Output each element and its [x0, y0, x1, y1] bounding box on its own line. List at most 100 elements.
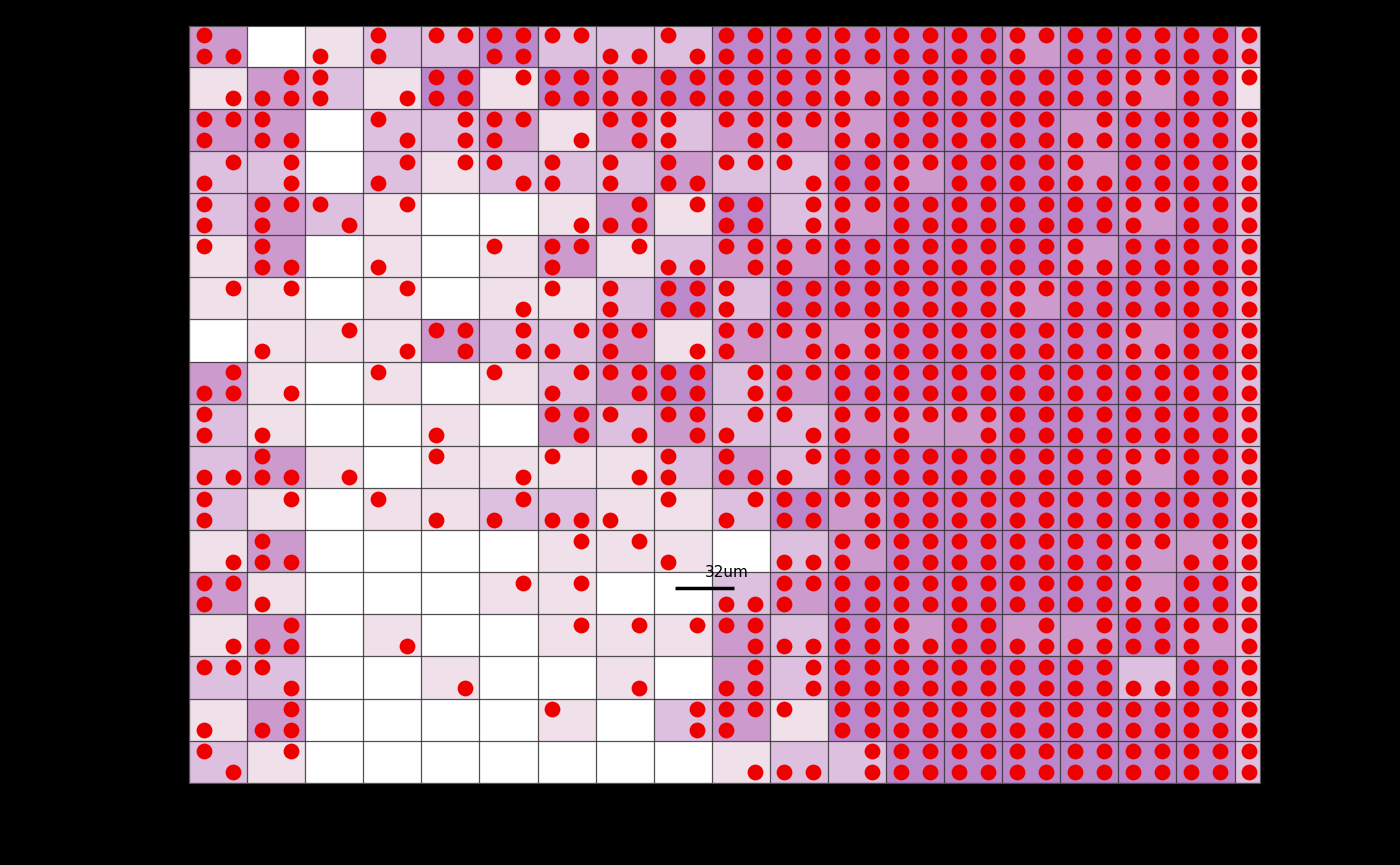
Point — [889, 155, 911, 169]
Bar — [654, 445, 711, 488]
Point — [657, 176, 679, 189]
Bar — [1002, 319, 1060, 362]
Point — [1121, 491, 1144, 505]
Point — [1005, 428, 1028, 442]
Point — [512, 112, 535, 126]
Bar — [654, 319, 711, 362]
Point — [1180, 554, 1203, 568]
Bar — [770, 278, 827, 319]
Point — [686, 70, 708, 84]
Point — [280, 260, 302, 273]
Point — [861, 365, 883, 379]
Point — [570, 70, 592, 84]
Point — [832, 471, 854, 484]
Point — [1151, 681, 1173, 695]
Bar — [189, 193, 246, 235]
Point — [1151, 428, 1173, 442]
Bar — [711, 235, 770, 278]
Point — [1064, 513, 1086, 527]
Point — [918, 639, 941, 653]
Bar — [770, 24, 827, 67]
Bar — [654, 614, 711, 657]
Point — [1121, 681, 1144, 695]
Bar — [654, 362, 711, 404]
Point — [1238, 344, 1260, 358]
Bar — [363, 278, 421, 319]
Point — [686, 407, 708, 421]
Point — [948, 491, 970, 505]
Bar — [305, 67, 363, 109]
Point — [773, 491, 795, 505]
Point — [948, 344, 970, 358]
Point — [1092, 49, 1114, 63]
Bar — [189, 404, 246, 445]
Point — [802, 70, 825, 84]
Point — [1208, 471, 1231, 484]
Point — [1208, 92, 1231, 106]
Point — [889, 176, 911, 189]
Bar — [1235, 657, 1292, 699]
Point — [832, 70, 854, 84]
Point — [773, 92, 795, 106]
Point — [1092, 744, 1114, 758]
Point — [861, 281, 883, 295]
Point — [1208, 407, 1231, 421]
Point — [948, 660, 970, 674]
Point — [977, 428, 1000, 442]
Bar — [246, 193, 305, 235]
Bar — [421, 24, 479, 67]
Point — [570, 29, 592, 42]
Point — [918, 324, 941, 337]
Point — [773, 70, 795, 84]
Point — [308, 92, 330, 106]
Point — [773, 365, 795, 379]
Point — [1180, 344, 1203, 358]
Bar — [1060, 488, 1119, 530]
Point — [1180, 302, 1203, 316]
Point — [977, 387, 1000, 400]
Bar — [770, 109, 827, 151]
Bar — [595, 193, 654, 235]
Point — [861, 260, 883, 273]
Bar — [827, 235, 886, 278]
Point — [1005, 155, 1028, 169]
Point — [773, 387, 795, 400]
Point — [1092, 281, 1114, 295]
Point — [948, 218, 970, 232]
Point — [192, 49, 214, 63]
Point — [948, 723, 970, 737]
Point — [1180, 597, 1203, 611]
Bar — [538, 614, 595, 657]
Point — [832, 702, 854, 716]
Point — [1064, 365, 1086, 379]
Point — [1121, 324, 1144, 337]
Bar — [1119, 699, 1176, 740]
Point — [570, 576, 592, 590]
Point — [657, 554, 679, 568]
Point — [715, 324, 738, 337]
Point — [280, 723, 302, 737]
Point — [1064, 176, 1086, 189]
Bar — [1235, 362, 1292, 404]
Point — [1180, 196, 1203, 210]
Bar — [1060, 319, 1119, 362]
Point — [1092, 387, 1114, 400]
Point — [1005, 29, 1028, 42]
Point — [745, 618, 767, 631]
Point — [1035, 260, 1057, 273]
Point — [221, 92, 244, 106]
Point — [629, 387, 651, 400]
Point — [599, 365, 622, 379]
Point — [977, 239, 1000, 253]
Point — [1121, 576, 1144, 590]
Bar — [479, 24, 538, 67]
Point — [745, 29, 767, 42]
Point — [424, 29, 447, 42]
Bar — [770, 488, 827, 530]
Bar — [189, 151, 246, 193]
Point — [424, 70, 447, 84]
Point — [1238, 513, 1260, 527]
Bar — [654, 530, 711, 573]
Bar — [711, 151, 770, 193]
Point — [948, 766, 970, 779]
